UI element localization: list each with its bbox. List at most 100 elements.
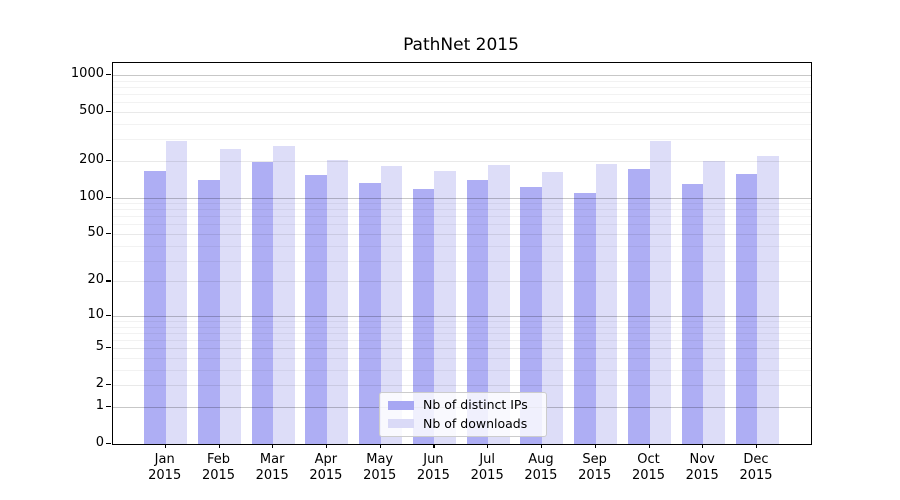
x-tick-label-aug: Aug 2015 — [524, 452, 558, 483]
y-tick-mark — [106, 443, 111, 445]
y-tick-label-10: 10 — [87, 306, 104, 322]
bar-distinct-ips-apr — [305, 175, 327, 444]
legend-label: Nb of distinct IPs — [423, 397, 528, 413]
bar-downloads-apr — [326, 159, 349, 444]
gridline-20 — [113, 281, 811, 283]
y-tick-mark — [106, 73, 111, 76]
gridline-500 — [113, 111, 811, 113]
x-tick-label-apr: Apr 2015 — [309, 452, 343, 483]
x-tick-mark — [325, 444, 328, 448]
x-tick-mark — [702, 444, 704, 448]
gridline-800 — [113, 86, 811, 88]
plot-canvas: Nb of distinct IPs Nb of downloads — [113, 63, 811, 444]
x-tick-mark — [594, 444, 596, 448]
x-tick-label-jun: Jun 2015 — [416, 452, 450, 483]
bar-distinct-ips-nov — [681, 184, 704, 444]
gridline-70 — [113, 216, 811, 218]
x-axis: Jan 2015 Feb 2015 Mar 2015 Apr 2015 May 2015 Jun 20… — [112, 443, 810, 500]
x-tick-mark — [272, 444, 274, 448]
legend-item-1: Nb of downloads — [380, 415, 546, 431]
x-tick-label-oct: Oct 2015 — [631, 452, 666, 483]
x-tick-label-jul: Jul 2015 — [470, 452, 504, 483]
gridline-4 — [113, 358, 811, 359]
gridline-30 — [113, 260, 811, 262]
gridline-8 — [113, 326, 811, 328]
gridline-300 — [113, 139, 811, 141]
bar-distinct-ips-may — [359, 182, 381, 444]
gridline-90 — [113, 203, 811, 204]
bar-distinct-ips-feb — [198, 180, 220, 444]
y-tick-label-100: 100 — [79, 188, 104, 204]
bar-downloads-sep — [595, 164, 618, 444]
x-tick-mark — [379, 444, 381, 448]
x-tick-label-feb: Feb 2015 — [201, 452, 236, 483]
bar-downloads-oct — [649, 141, 671, 444]
x-tick-mark — [540, 444, 543, 448]
bar-distinct-ips-oct — [628, 169, 650, 444]
bar-downloads-dec — [757, 155, 779, 444]
bar-distinct-ips-jun — [412, 189, 435, 444]
x-tick-label-sep: Sep 2015 — [578, 452, 612, 483]
x-tick-label-nov: Nov 2015 — [685, 452, 719, 483]
y-tick-mark — [106, 347, 111, 349]
bar-distinct-ips-aug — [520, 186, 542, 444]
gridline-7 — [113, 332, 811, 334]
gridline-80 — [113, 209, 811, 211]
y-tick-mark — [106, 314, 111, 317]
y-axis: 0 1 2 5 10 20 50 100 200 500 1000 — [0, 62, 111, 450]
y-tick-mark — [106, 159, 111, 161]
gridline-2 — [113, 385, 811, 387]
x-tick-mark — [218, 444, 220, 448]
bar-distinct-ips-jan — [144, 170, 166, 444]
gridline-40 — [113, 245, 811, 247]
legend-label: Nb of downloads — [423, 415, 528, 431]
bar-downloads-jul — [488, 165, 510, 444]
gridline-600 — [113, 102, 811, 104]
y-tick-label-200: 200 — [79, 151, 104, 167]
y-tick-mark — [106, 233, 111, 235]
gridline-10 — [113, 315, 811, 317]
legend: Nb of distinct IPs Nb of downloads — [379, 392, 547, 437]
bar-downloads-nov — [703, 161, 725, 444]
bar-distinct-ips-jul — [466, 180, 489, 444]
chart-title: PathNet 2015 — [403, 35, 519, 55]
x-tick-label-dec: Dec 2015 — [739, 452, 773, 483]
x-tick-label-mar: Mar 2015 — [255, 452, 289, 483]
y-tick-label-2: 2 — [95, 376, 104, 392]
x-tick-mark — [487, 444, 489, 448]
y-tick-label-20: 20 — [87, 272, 104, 288]
x-tick-mark — [433, 444, 435, 448]
bar-downloads-feb — [219, 149, 241, 444]
y-tick-mark — [106, 406, 111, 408]
gridline-6 — [113, 340, 811, 342]
bar-distinct-ips-sep — [574, 192, 596, 444]
legend-swatch-icon — [388, 419, 414, 429]
gridline-60 — [113, 224, 811, 226]
bar-downloads-mar — [273, 145, 295, 444]
legend-swatch-icon — [388, 400, 414, 410]
gridline-9 — [113, 321, 811, 322]
y-tick-label-50: 50 — [87, 225, 104, 240]
bar-downloads-may — [380, 166, 403, 444]
x-tick-label-jan: Jan 2015 — [148, 452, 182, 483]
y-tick-mark — [106, 196, 111, 198]
gridline-3 — [113, 369, 811, 371]
y-tick-mark — [106, 280, 111, 282]
y-tick-label-1: 1 — [95, 398, 104, 413]
bar-downloads-aug — [541, 171, 564, 444]
y-tick-mark — [106, 110, 111, 113]
bar-downloads-jun — [434, 170, 456, 444]
bar-downloads-jan — [165, 140, 188, 444]
plot-area: Nb of distinct IPs Nb of downloads — [112, 62, 812, 445]
gridline-100 — [113, 197, 811, 199]
gridline-200 — [113, 160, 811, 162]
gridline-1000 — [113, 74, 811, 76]
x-tick-mark — [648, 444, 650, 448]
gridline-5 — [113, 348, 811, 350]
y-tick-label-5: 5 — [95, 339, 104, 355]
y-tick-label-500: 500 — [79, 102, 104, 118]
x-tick-mark — [756, 444, 758, 448]
x-tick-label-may: May 2015 — [363, 452, 397, 483]
y-tick-mark — [106, 384, 111, 386]
